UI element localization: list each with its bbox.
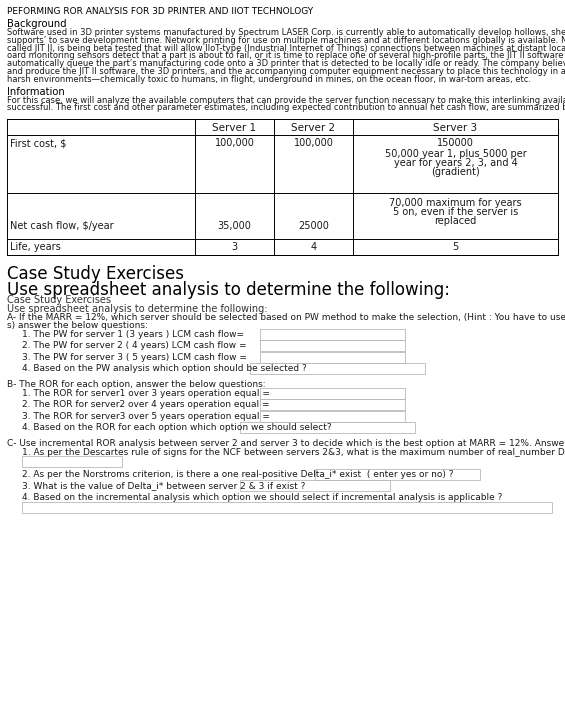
Text: successful. The first cost and other parameter estimates, including expected con: successful. The first cost and other par… bbox=[7, 104, 565, 112]
Text: A- If the MARR = 12%, which server should be selected based on PW method to make: A- If the MARR = 12%, which server shoul… bbox=[7, 313, 565, 322]
Bar bbox=[7, 119, 558, 255]
Text: 3. The ROR for server3 over 5 years operation equal =: 3. The ROR for server3 over 5 years oper… bbox=[22, 412, 270, 421]
Text: year for years 2, 3, and 4: year for years 2, 3, and 4 bbox=[394, 158, 518, 168]
Bar bbox=[250, 363, 425, 374]
Bar bbox=[260, 411, 405, 422]
Text: 35,000: 35,000 bbox=[218, 221, 251, 232]
Bar bbox=[260, 352, 405, 362]
Text: 4. Based on the PW analysis which option should be selected ?: 4. Based on the PW analysis which option… bbox=[22, 365, 307, 373]
Text: 5 on, even if the server is: 5 on, even if the server is bbox=[393, 207, 518, 217]
Text: s) answer the below questions:: s) answer the below questions: bbox=[7, 321, 148, 330]
Text: 1. As per the Descartes rule of signs for the NCF between servers 2&3, what is t: 1. As per the Descartes rule of signs fo… bbox=[22, 448, 565, 457]
Text: Life, years: Life, years bbox=[10, 242, 61, 252]
Bar bbox=[22, 456, 122, 467]
Text: Information: Information bbox=[7, 86, 65, 96]
Text: PEFORMING ROR ANALYSIS FOR 3D PRINTER AND IIOT TECHNOLOGY: PEFORMING ROR ANALYSIS FOR 3D PRINTER AN… bbox=[7, 7, 313, 16]
Text: 3. The PW for server 3 ( 5 years) LCM cash flow =: 3. The PW for server 3 ( 5 years) LCM ca… bbox=[22, 353, 247, 362]
Bar bbox=[315, 469, 480, 480]
Text: 1. The ROR for server1 over 3 years operation equal =: 1. The ROR for server1 over 3 years oper… bbox=[22, 389, 270, 398]
Bar bbox=[22, 502, 552, 513]
Bar bbox=[260, 388, 405, 399]
Text: Net cash flow, $/year: Net cash flow, $/year bbox=[10, 221, 114, 232]
Text: For this case, we will analyze the available computers that can provide the serv: For this case, we will analyze the avail… bbox=[7, 96, 565, 104]
Bar bbox=[260, 329, 405, 339]
Text: Server 3: Server 3 bbox=[433, 123, 477, 133]
Text: Case Study Exercises: Case Study Exercises bbox=[7, 296, 111, 305]
Text: 4: 4 bbox=[310, 242, 316, 252]
Text: replaced: replaced bbox=[434, 216, 477, 226]
Bar bbox=[240, 480, 390, 491]
Text: Software used in 3D printer systems manufactured by Spectrum LASER Corp. is curr: Software used in 3D printer systems manu… bbox=[7, 28, 565, 37]
Text: Server 2: Server 2 bbox=[292, 123, 336, 133]
Text: 25000: 25000 bbox=[298, 221, 329, 232]
Text: C- Use incremental ROR analysis between server 2 and server 3 to decide which is: C- Use incremental ROR analysis between … bbox=[7, 439, 565, 448]
Text: automatically queue the part’s manufacturing code onto a 3D printer that is dete: automatically queue the part’s manufactu… bbox=[7, 59, 565, 68]
Bar bbox=[260, 399, 405, 411]
Text: 3: 3 bbox=[232, 242, 237, 252]
Text: 70,000 maximum for years: 70,000 maximum for years bbox=[389, 198, 522, 209]
Bar bbox=[260, 340, 405, 351]
Text: Background: Background bbox=[7, 19, 67, 29]
Text: Server 1: Server 1 bbox=[212, 123, 257, 133]
Text: harsh environments—chemically toxic to humans, in flight, underground in mines, : harsh environments—chemically toxic to h… bbox=[7, 75, 531, 84]
Text: 4. Based on the incremental analysis which option we should select if incrementa: 4. Based on the incremental analysis whi… bbox=[22, 493, 502, 502]
Bar bbox=[240, 422, 415, 434]
Text: 1. The PW for server 1 (3 years ) LCM cash flow=: 1. The PW for server 1 (3 years ) LCM ca… bbox=[22, 330, 244, 339]
Text: Case Study Exercises: Case Study Exercises bbox=[7, 265, 184, 283]
Text: 2. The PW for server 2 ( 4 years) LCM cash flow =: 2. The PW for server 2 ( 4 years) LCM ca… bbox=[22, 342, 246, 350]
Text: 150000: 150000 bbox=[437, 138, 474, 148]
Text: 100,000: 100,000 bbox=[215, 138, 254, 148]
Text: 100,000: 100,000 bbox=[294, 138, 333, 148]
Text: B- The ROR for each option, answer the below questions:: B- The ROR for each option, answer the b… bbox=[7, 380, 266, 389]
Text: supports’ to save development time. Network printing for use on multiple machine: supports’ to save development time. Netw… bbox=[7, 36, 565, 45]
Text: 2. The ROR for server2 over 4 years operation equal =: 2. The ROR for server2 over 4 years oper… bbox=[22, 400, 270, 409]
Text: (gradient): (gradient) bbox=[431, 168, 480, 177]
Text: and produce the JIT II software, the 3D printers, and the accompanying computer : and produce the JIT II software, the 3D … bbox=[7, 67, 565, 76]
Text: Use spreadsheet analysis to determine the following:: Use spreadsheet analysis to determine th… bbox=[7, 281, 450, 299]
Text: 2. As per the Norstroms criterion, is there a one real-positive Delta_i* exist  : 2. As per the Norstroms criterion, is th… bbox=[22, 470, 454, 479]
Text: First cost, $: First cost, $ bbox=[10, 138, 66, 148]
Text: 50,000 year 1, plus 5000 per: 50,000 year 1, plus 5000 per bbox=[385, 150, 527, 159]
Text: 3. What is the value of Delta_i* between server 2 & 3 if exist ?: 3. What is the value of Delta_i* between… bbox=[22, 481, 305, 490]
Text: called JIT II, is being beta tested that will allow IIoT-type (Industrial Intern: called JIT II, is being beta tested that… bbox=[7, 44, 565, 52]
Text: Use spreadsheet analysis to determine the following:: Use spreadsheet analysis to determine th… bbox=[7, 304, 267, 314]
Text: 5: 5 bbox=[453, 242, 459, 252]
Text: 4. Based on the ROR for each option which option we should select?: 4. Based on the ROR for each option whic… bbox=[22, 423, 332, 432]
Text: oard monitoring sensors detect that a part is about to fail, or it is time to re: oard monitoring sensors detect that a pa… bbox=[7, 51, 565, 60]
